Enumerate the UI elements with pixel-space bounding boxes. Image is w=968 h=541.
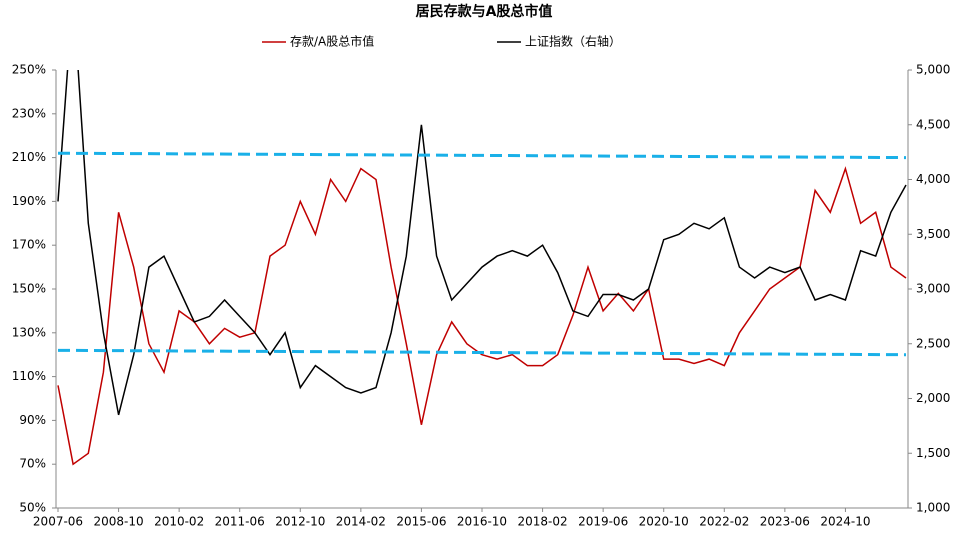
y-tick-label: 90% <box>19 413 46 427</box>
x-tick-label: 2018-02 <box>518 515 568 529</box>
series-line <box>57 166 907 466</box>
y2-tick-label: 3,500 <box>916 227 950 241</box>
x-tick-label: 2012-10 <box>275 515 325 529</box>
reference-line <box>57 348 907 357</box>
x-tick-label: 2019-06 <box>578 515 628 529</box>
y2-tick-label: 4,000 <box>916 172 950 186</box>
x-tick-label: 2020-10 <box>639 515 689 529</box>
y-tick-label: 70% <box>19 457 46 471</box>
legend-label: 存款/A股总市值 <box>290 34 374 49</box>
x-tick-label: 2010-02 <box>154 515 204 529</box>
x-tick-label: 2011-06 <box>215 515 265 529</box>
y-tick-label: 110% <box>12 369 46 383</box>
x-tick-label: 2023-06 <box>760 515 810 529</box>
series-line <box>57 70 907 416</box>
legend-label: 上证指数（右轴） <box>525 34 621 49</box>
reference-line <box>57 151 907 160</box>
y2-tick-label: 3,000 <box>916 282 950 296</box>
y-tick-label: 170% <box>12 238 46 252</box>
y-tick-label: 150% <box>12 282 46 296</box>
y2-tick-label: 4,500 <box>916 117 950 131</box>
y-tick-label: 50% <box>19 501 46 515</box>
x-tick-label: 2008-10 <box>94 515 144 529</box>
y-tick-label: 210% <box>12 150 46 164</box>
x-tick-label: 2015-06 <box>396 515 446 529</box>
x-tick-label: 2022-02 <box>699 515 749 529</box>
x-tick-label: 2024-10 <box>820 515 870 529</box>
y2-tick-label: 2,000 <box>916 391 950 405</box>
y2-tick-label: 2,500 <box>916 336 950 350</box>
x-tick-label: 2007-06 <box>33 515 83 529</box>
y-tick-label: 230% <box>12 106 46 120</box>
chart-title: 居民存款与A股总市值 <box>416 3 553 20</box>
y-tick-label: 250% <box>12 63 46 77</box>
x-tick-label: 2014-02 <box>336 515 386 529</box>
y2-tick-label: 1,000 <box>916 501 950 515</box>
y-tick-label: 190% <box>12 194 46 208</box>
y2-tick-label: 5,000 <box>916 63 950 77</box>
y2-tick-label: 1,500 <box>916 446 950 460</box>
x-tick-label: 2016-10 <box>457 515 507 529</box>
y-tick-label: 130% <box>12 325 46 339</box>
